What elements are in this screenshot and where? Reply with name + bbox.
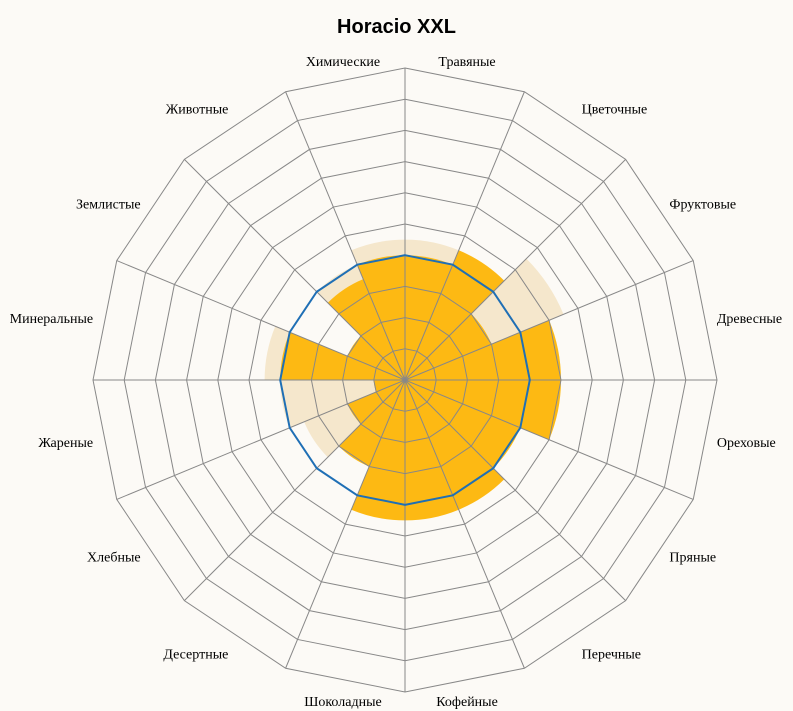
grid-spoke-9 (285, 379, 406, 669)
grid-spoke-15 (285, 91, 406, 381)
highlight-segment-0 (405, 255, 453, 380)
grid-spoke-11 (116, 379, 406, 500)
highlight-segment-4 (405, 380, 561, 440)
highlight-segments (280, 250, 561, 521)
category-label-10: Хлебные (87, 551, 141, 566)
category-labels: Травяные Цветочные Фруктовые Древесные Орехо… (10, 55, 782, 710)
chart-title: Horacio XXL (337, 16, 456, 38)
category-label-15: Химические (306, 55, 380, 70)
series-line (279, 254, 531, 506)
category-label-6: Перечные (582, 647, 641, 662)
category-label-13: Землистые (76, 197, 141, 212)
category-label-0: Травяные (438, 55, 495, 70)
grid-spoke-5 (404, 379, 694, 500)
grid-spoke-10 (184, 379, 406, 601)
highlight-segment-7 (405, 380, 459, 521)
grid-spoke-14 (184, 159, 406, 381)
grid-spoke-1 (404, 91, 525, 381)
category-label-4: Ореховые (717, 436, 776, 451)
highlight-segment-8 (351, 380, 405, 521)
category-label-12: Минеральные (10, 312, 93, 327)
grid-spoke-13 (116, 260, 406, 381)
category-label-8: Шоколадные (304, 695, 381, 710)
highlight-segment-13 (347, 335, 405, 380)
highlight-segment-15 (357, 255, 405, 380)
grid-spoke-2 (404, 159, 626, 381)
highlight-segment-9 (338, 380, 405, 467)
grid-spoke-7 (404, 379, 525, 669)
highlight-segment-12 (280, 332, 405, 380)
category-label-9: Десертные (163, 647, 228, 662)
highlight-segment-2 (405, 313, 492, 380)
category-label-14: Животные (166, 103, 229, 118)
series-polygon-0 (279, 254, 531, 506)
category-label-2: Фруктовые (669, 197, 736, 212)
category-label-5: Пряные (669, 551, 716, 566)
category-label-1: Цветочные (582, 103, 648, 118)
grid-spoke-6 (404, 379, 626, 601)
radar-grid (92, 67, 718, 693)
highlight-segment-10 (347, 380, 405, 425)
category-label-11: Жареные (38, 436, 93, 451)
grid-spoke-3 (404, 260, 694, 381)
highlight-segment-3 (405, 320, 561, 380)
highlight-segment-5 (405, 380, 521, 469)
category-label-7: Кофейные (436, 695, 498, 710)
category-label-3: Древесные (717, 312, 782, 327)
highlight-segment-14 (327, 279, 405, 380)
background-segment-11 (280, 380, 405, 428)
